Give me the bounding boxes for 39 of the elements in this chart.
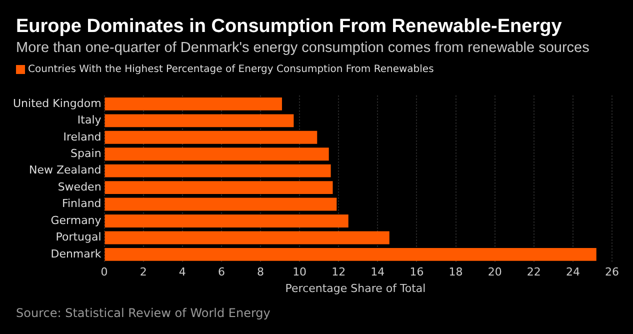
chart-title: Europe Dominates in Consumption From Renewable-Energy <box>16 16 562 38</box>
x-tick-label: 22 <box>526 265 541 278</box>
source-note: Source: Statistical Review of World Energy <box>16 306 270 320</box>
bar <box>104 130 318 144</box>
legend-label: Countries With the Highest Percentage of Energy Consumption From Renewables <box>27 64 434 75</box>
x-tick-label: 16 <box>410 265 424 278</box>
chart-subtitle: More than one-quarter of Denmark's energy consumption comes from renewable sources <box>16 40 590 56</box>
bar <box>104 248 596 261</box>
x-tick-label: 4 <box>178 265 186 278</box>
y-tick-label: Ireland <box>63 130 102 144</box>
bar <box>104 114 294 128</box>
bar <box>104 181 333 194</box>
bar <box>104 97 282 110</box>
bar <box>104 198 337 211</box>
y-tick-label: Italy <box>77 114 102 127</box>
x-tick-label: 2 <box>140 265 147 278</box>
bar <box>104 231 390 244</box>
y-tick-label: Denmark <box>50 247 102 260</box>
x-tick-label: 20 <box>488 265 502 278</box>
x-tick-label: 24 <box>566 265 580 278</box>
bar <box>104 214 348 228</box>
x-tick-label: 18 <box>448 265 463 278</box>
y-tick-label: Spain <box>70 146 102 160</box>
x-tick-label: 8 <box>257 265 264 278</box>
x-tick-label: 10 <box>292 265 307 278</box>
y-tick-label: Sweden <box>58 180 102 194</box>
x-tick-label: 12 <box>332 265 346 278</box>
x-tick-label: 0 <box>100 265 108 278</box>
y-tick-label: Portugal <box>56 230 102 244</box>
x-tick-label: 14 <box>370 265 385 278</box>
y-tick-label: Germany <box>50 214 102 227</box>
x-tick-label: 26 <box>605 265 619 278</box>
y-tick-label: United Kingdom <box>12 96 102 110</box>
x-axis-title: Percentage Share of Total <box>284 282 427 295</box>
bar <box>104 164 331 178</box>
y-tick-label: Finland <box>62 197 102 210</box>
x-tick-label: 6 <box>218 265 225 278</box>
bar <box>104 148 329 161</box>
y-tick-label: New Zealand <box>28 164 102 177</box>
